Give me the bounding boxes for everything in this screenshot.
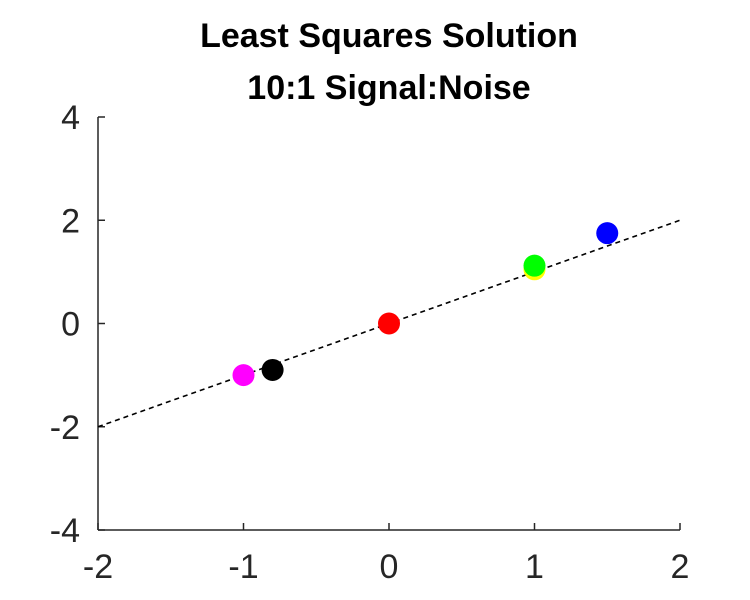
data-point [523,254,546,277]
data-point [378,312,400,335]
data-point [596,222,619,245]
y-tick-label: 4 [61,99,80,137]
x-tick-label: -2 [83,548,113,586]
chart-title: Least Squares Solution [200,17,578,55]
x-tick-label: 0 [380,548,399,586]
data-point [232,364,255,387]
data-point [261,358,284,381]
chart-subtitle: 10:1 Signal:Noise [247,69,531,107]
y-tick-label: -2 [50,409,80,447]
points-group [232,222,619,387]
x-tick-label: 1 [525,548,544,586]
x-tick-label: 2 [671,548,690,586]
x-tick-label: -1 [228,548,258,586]
y-tick-label: -4 [50,512,80,550]
y-tick-label: 0 [61,306,80,344]
y-tick-label: 2 [61,202,80,240]
